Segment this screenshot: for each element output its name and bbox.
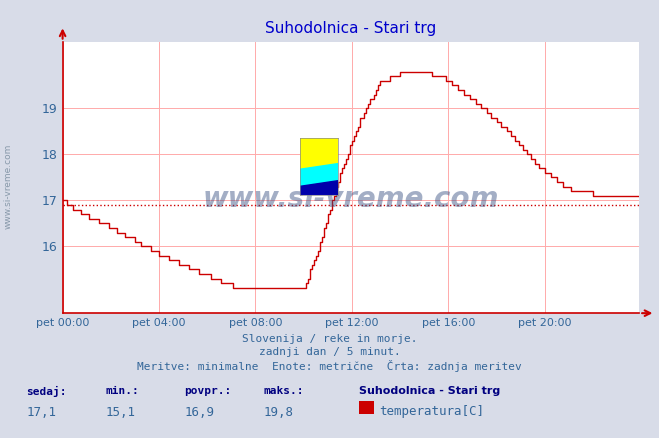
Text: Slovenija / reke in morje.: Slovenija / reke in morje. [242, 334, 417, 344]
Text: povpr.:: povpr.: [185, 386, 232, 396]
Text: min.:: min.: [105, 386, 139, 396]
Text: 16,9: 16,9 [185, 406, 215, 420]
Text: Meritve: minimalne  Enote: metrične  Črta: zadnja meritev: Meritve: minimalne Enote: metrične Črta:… [137, 360, 522, 372]
Polygon shape [300, 180, 338, 195]
Polygon shape [300, 138, 338, 169]
Text: zadnji dan / 5 minut.: zadnji dan / 5 minut. [258, 347, 401, 357]
Text: www.si-vreme.com: www.si-vreme.com [3, 144, 13, 229]
Title: Suhodolnica - Stari trg: Suhodolnica - Stari trg [266, 21, 436, 36]
Text: Suhodolnica - Stari trg: Suhodolnica - Stari trg [359, 386, 500, 396]
Text: 17,1: 17,1 [26, 406, 57, 420]
Text: temperatura[C]: temperatura[C] [380, 405, 484, 418]
Text: www.si-vreme.com: www.si-vreme.com [203, 185, 499, 213]
Text: sedaj:: sedaj: [26, 386, 67, 397]
Polygon shape [300, 163, 338, 187]
Text: 15,1: 15,1 [105, 406, 136, 420]
Text: maks.:: maks.: [264, 386, 304, 396]
Text: 19,8: 19,8 [264, 406, 294, 420]
